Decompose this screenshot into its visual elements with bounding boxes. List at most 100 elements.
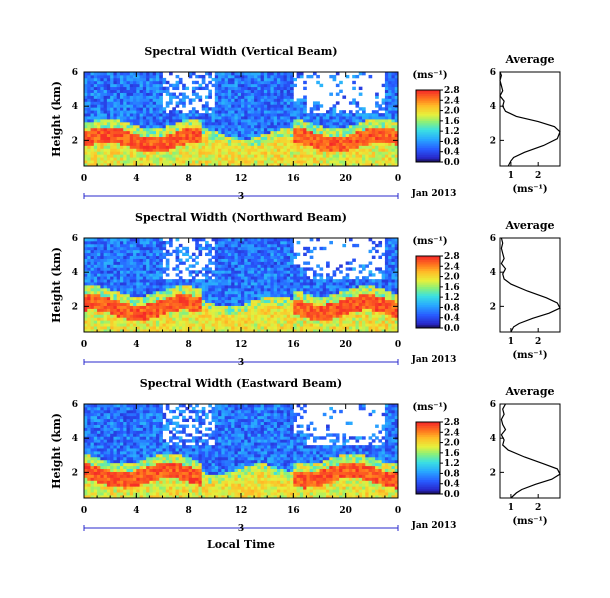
heatmap-cell xyxy=(293,326,297,330)
heatmap-cell xyxy=(365,113,369,117)
heatmap-cell xyxy=(175,101,180,105)
heatmap-cell xyxy=(329,136,333,140)
heatmap-cell xyxy=(283,72,288,76)
heatmap-cell xyxy=(273,121,278,126)
heatmap-cell xyxy=(191,160,196,164)
heatmap-cell xyxy=(139,290,144,295)
month-label: Jan 2013 xyxy=(411,189,457,199)
heatmap-cell xyxy=(237,276,242,280)
heatmap-cell xyxy=(123,148,127,152)
heatmap-cell xyxy=(90,80,95,85)
heatmap-cell xyxy=(84,273,88,277)
heatmap-cell xyxy=(175,290,180,295)
heatmap-cell xyxy=(185,267,190,271)
heatmap-cell xyxy=(100,142,105,146)
heatmap-cell xyxy=(201,119,206,123)
heatmap-cell xyxy=(299,314,304,318)
heatmap-cell xyxy=(283,279,288,283)
heatmap-cell xyxy=(110,314,114,318)
heatmap-cell xyxy=(316,326,320,330)
heatmap-cell xyxy=(214,157,219,161)
heatmap-cell xyxy=(165,287,170,292)
heatmap-cell xyxy=(119,154,124,158)
heatmap-cell xyxy=(178,287,183,292)
heatmap-cell xyxy=(182,329,186,333)
heatmap-cell xyxy=(362,130,366,135)
heatmap-cell xyxy=(116,163,121,167)
heatmap-cell xyxy=(106,163,111,167)
heatmap-cell xyxy=(280,305,284,309)
heatmap-cell xyxy=(110,311,114,315)
heatmap-cell xyxy=(119,302,124,306)
heatmap-cell xyxy=(263,130,268,135)
heatmap-cell xyxy=(286,314,291,318)
heatmap-cell xyxy=(136,273,140,277)
heatmap-cell xyxy=(116,151,121,155)
heatmap-cell xyxy=(214,133,219,138)
heatmap-cell xyxy=(136,311,140,315)
heatmap-cell xyxy=(90,110,95,114)
heatmap-cell xyxy=(113,98,118,102)
heatmap-cell xyxy=(165,133,170,138)
heatmap-cell xyxy=(155,299,160,304)
heatmap-cell xyxy=(218,249,222,254)
x-tick-label: 4 xyxy=(133,174,139,184)
heatmap-cell xyxy=(309,238,314,242)
heatmap-cell xyxy=(247,270,252,274)
heatmap-cell xyxy=(106,320,111,324)
heatmap-cell xyxy=(126,311,131,315)
heatmap-cell xyxy=(106,139,111,143)
heatmap-cell xyxy=(126,107,131,111)
heatmap-cell xyxy=(97,305,101,309)
heatmap-cell xyxy=(286,287,291,292)
heatmap-cell xyxy=(312,139,317,143)
heatmap-cell xyxy=(231,74,235,79)
heatmap-cell xyxy=(142,148,147,152)
heatmap-cell xyxy=(152,113,157,117)
heatmap-cell xyxy=(306,139,311,143)
heatmap-cell xyxy=(254,323,258,327)
heatmap-cell xyxy=(250,116,255,120)
heatmap-cell xyxy=(345,127,350,132)
heatmap-cell xyxy=(214,101,219,105)
heatmap-cell xyxy=(185,127,190,132)
heatmap-cell xyxy=(263,249,268,254)
heatmap-cell xyxy=(273,154,278,158)
heatmap-cell xyxy=(276,72,281,76)
heatmap-cell xyxy=(165,145,170,149)
heatmap-cell xyxy=(90,238,95,242)
heatmap-cell xyxy=(113,74,118,79)
x-tick-label: 16 xyxy=(287,174,300,184)
heatmap-cell xyxy=(355,136,360,140)
heatmap-cell xyxy=(299,151,304,155)
heatmap-cell xyxy=(260,302,265,306)
heatmap-cell xyxy=(254,157,258,161)
heatmap-cell xyxy=(296,314,301,318)
heatmap-cell xyxy=(129,163,134,167)
heatmap-cell xyxy=(244,77,248,82)
heatmap-cell xyxy=(299,273,304,277)
heatmap-cell xyxy=(276,293,281,298)
heatmap-cell xyxy=(106,276,111,280)
heatmap-cell xyxy=(254,127,258,132)
heatmap-cell xyxy=(257,255,262,259)
heatmap-cell xyxy=(113,302,118,306)
heatmap-cell xyxy=(90,270,95,274)
heatmap-cell xyxy=(136,326,140,330)
heatmap-cell xyxy=(116,154,121,158)
heatmap-cell xyxy=(319,139,324,143)
heatmap-cell xyxy=(280,240,284,245)
heatmap-cell xyxy=(165,305,170,309)
heatmap-cell xyxy=(205,276,209,280)
heatmap-cell xyxy=(316,287,320,292)
heatmap-cell xyxy=(280,72,284,76)
heatmap-cell xyxy=(159,154,163,158)
heatmap-cell xyxy=(139,320,144,324)
heatmap-cell xyxy=(87,279,91,283)
heatmap-cell xyxy=(250,95,255,99)
heatmap-cell xyxy=(296,311,301,315)
heatmap-cell xyxy=(110,116,114,120)
heatmap-cell xyxy=(152,246,157,251)
heatmap-cell xyxy=(159,139,163,143)
heatmap-cell xyxy=(306,154,311,158)
